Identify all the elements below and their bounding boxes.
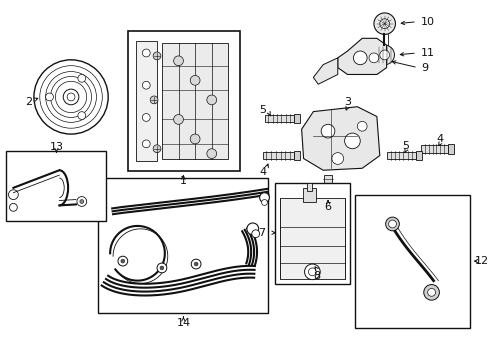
Text: 10: 10 bbox=[420, 17, 434, 27]
Circle shape bbox=[321, 124, 334, 138]
Circle shape bbox=[304, 264, 320, 280]
Text: 7: 7 bbox=[258, 228, 265, 238]
Circle shape bbox=[8, 190, 18, 199]
Circle shape bbox=[357, 121, 366, 131]
Bar bbox=[280, 198, 344, 279]
Circle shape bbox=[142, 113, 150, 121]
Circle shape bbox=[379, 50, 389, 60]
Circle shape bbox=[427, 288, 435, 296]
Circle shape bbox=[388, 220, 396, 228]
Circle shape bbox=[77, 197, 86, 206]
Circle shape bbox=[190, 76, 200, 85]
Text: 12: 12 bbox=[474, 256, 488, 266]
Bar bbox=[135, 41, 157, 161]
Text: 1: 1 bbox=[180, 176, 186, 186]
Circle shape bbox=[9, 203, 17, 211]
Circle shape bbox=[34, 60, 108, 134]
Circle shape bbox=[173, 56, 183, 66]
Circle shape bbox=[157, 263, 166, 273]
Bar bbox=[262, 152, 293, 159]
Circle shape bbox=[423, 284, 439, 300]
Bar bbox=[264, 114, 293, 122]
Text: 8: 8 bbox=[313, 271, 320, 281]
Circle shape bbox=[344, 133, 360, 149]
Circle shape bbox=[173, 114, 183, 124]
Circle shape bbox=[379, 19, 389, 28]
Text: 9: 9 bbox=[420, 63, 427, 73]
Polygon shape bbox=[337, 38, 386, 75]
Circle shape bbox=[121, 259, 124, 263]
Circle shape bbox=[353, 51, 366, 65]
Bar bbox=[98, 178, 268, 313]
Polygon shape bbox=[313, 58, 337, 84]
Bar bbox=[162, 43, 228, 159]
Circle shape bbox=[261, 199, 267, 206]
Circle shape bbox=[63, 89, 79, 105]
Circle shape bbox=[142, 140, 150, 148]
Circle shape bbox=[78, 75, 85, 82]
Circle shape bbox=[246, 223, 258, 235]
Circle shape bbox=[80, 199, 83, 203]
Bar bbox=[447, 144, 453, 154]
Circle shape bbox=[373, 13, 395, 35]
Circle shape bbox=[78, 112, 85, 120]
Bar bbox=[420, 145, 447, 153]
Bar bbox=[127, 31, 240, 171]
Text: 6: 6 bbox=[324, 202, 331, 212]
Bar bbox=[293, 113, 299, 123]
Text: 11: 11 bbox=[420, 48, 434, 58]
Circle shape bbox=[150, 96, 158, 104]
Circle shape bbox=[251, 230, 259, 238]
Circle shape bbox=[308, 268, 316, 276]
Polygon shape bbox=[301, 107, 379, 170]
Circle shape bbox=[191, 259, 201, 269]
Bar bbox=[355, 195, 469, 328]
Bar bbox=[386, 152, 415, 159]
Text: 4: 4 bbox=[259, 167, 265, 177]
Text: 4: 4 bbox=[436, 134, 443, 144]
Circle shape bbox=[374, 45, 394, 65]
Circle shape bbox=[45, 93, 53, 101]
Text: 3: 3 bbox=[344, 97, 350, 107]
Bar bbox=[306, 183, 312, 191]
Bar bbox=[275, 183, 349, 284]
Bar bbox=[5, 151, 106, 221]
Circle shape bbox=[331, 153, 343, 165]
Circle shape bbox=[153, 52, 161, 60]
Circle shape bbox=[190, 134, 200, 144]
Circle shape bbox=[67, 93, 75, 101]
Circle shape bbox=[153, 145, 161, 153]
Bar bbox=[323, 199, 332, 206]
Text: 5: 5 bbox=[259, 105, 265, 114]
Circle shape bbox=[206, 95, 216, 105]
Bar bbox=[293, 151, 299, 161]
Bar bbox=[302, 188, 316, 202]
Bar bbox=[415, 151, 421, 161]
Text: 5: 5 bbox=[402, 141, 409, 151]
Circle shape bbox=[368, 53, 378, 63]
Circle shape bbox=[385, 217, 399, 231]
Bar bbox=[324, 175, 331, 199]
Circle shape bbox=[118, 256, 127, 266]
Text: 2: 2 bbox=[25, 97, 32, 107]
Circle shape bbox=[259, 193, 269, 202]
Circle shape bbox=[160, 266, 163, 270]
Circle shape bbox=[142, 49, 150, 57]
Text: 14: 14 bbox=[176, 318, 190, 328]
Circle shape bbox=[206, 149, 216, 158]
Circle shape bbox=[142, 81, 150, 89]
Text: 13: 13 bbox=[49, 142, 63, 152]
Circle shape bbox=[194, 262, 198, 266]
